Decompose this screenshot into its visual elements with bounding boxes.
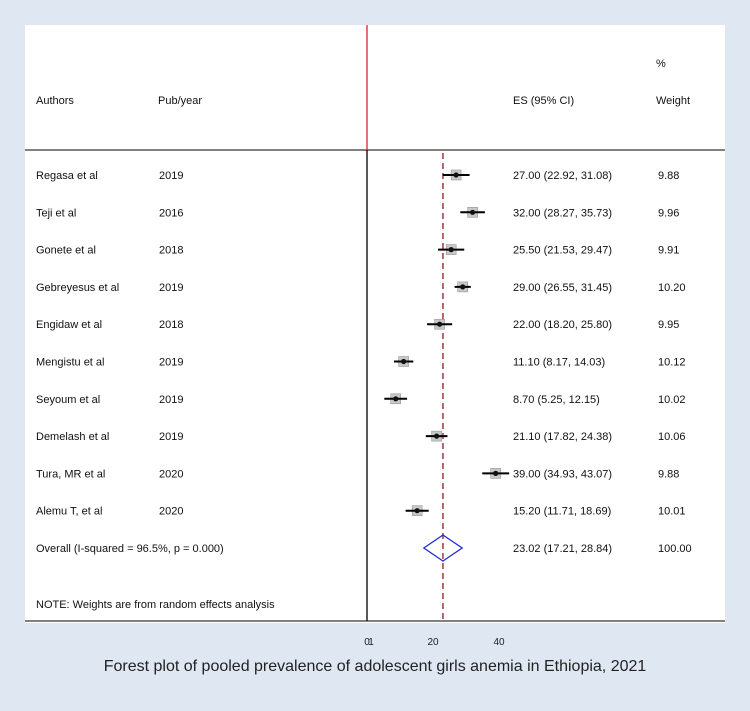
study-author: Teji et al — [36, 207, 76, 219]
header-weight-pct: % — [656, 58, 666, 70]
study-weight: 9.88 — [658, 468, 679, 480]
overall-label: Overall (I-squared = 96.5%, p = 0.000) — [36, 543, 224, 555]
study-point — [453, 172, 459, 178]
study-year: 2019 — [159, 357, 183, 369]
study-author: Tura, MR et al — [36, 468, 105, 480]
study-es-text: 22.00 (18.20, 25.80) — [513, 319, 612, 331]
study-weight: 9.88 — [658, 170, 679, 182]
study-es-text: 39.00 (34.93, 43.07) — [513, 468, 612, 480]
study-es-text: 25.50 (21.53, 29.47) — [513, 245, 612, 257]
study-weight: 10.12 — [658, 357, 686, 369]
x-tick-label: 20 — [427, 637, 439, 648]
study-year: 2019 — [159, 282, 183, 294]
header-year: Pub/year — [158, 95, 202, 107]
study-row: Mengistu et al 2019 11.10 (8.17, 14.03) 10.… — [36, 356, 686, 369]
overall-es-text: 23.02 (17.21, 28.84) — [513, 543, 612, 555]
study-row: Gebreyesus et al 2019 29.00 (26.55, 31.45)… — [36, 281, 686, 294]
study-row: Teji et al 2016 32.00 (28.27, 35.73) 9.96 — [36, 207, 679, 219]
study-point — [460, 284, 466, 290]
overall-diamond — [422, 534, 464, 562]
study-es-text: 15.20 (11.71, 18.69) — [513, 506, 611, 518]
plot-panel: Authors Pub/year ES (95% CI) % Weight Re… — [25, 25, 725, 648]
study-es-text: 8.70 (5.25, 12.15) — [513, 394, 600, 406]
study-row: Demelash et al 2019 21.10 (17.82, 24.38) 10… — [36, 430, 686, 443]
study-year: 2020 — [159, 506, 183, 518]
header-authors: Authors — [36, 95, 74, 107]
study-weight: 9.96 — [658, 207, 679, 219]
study-year: 2018 — [159, 245, 183, 257]
study-rows: Regasa et al 2019 27.00 (22.92, 31.08) 9.88… — [36, 169, 686, 518]
study-point — [434, 433, 440, 439]
study-year: 2018 — [159, 319, 183, 331]
header-es: ES (95% CI) — [513, 95, 574, 107]
study-year: 2020 — [159, 468, 183, 480]
study-weight: 10.06 — [658, 431, 686, 443]
study-point — [448, 247, 454, 253]
study-row: Gonete et al 2018 25.50 (21.53, 29.47) 9.91 — [36, 244, 679, 257]
study-year: 2016 — [159, 207, 183, 219]
study-point — [493, 470, 499, 476]
study-weight: 10.01 — [658, 506, 686, 518]
study-author: Gonete et al — [36, 245, 96, 257]
study-year: 2019 — [159, 431, 183, 443]
study-row: Tura, MR et al 2020 39.00 (34.93, 43.07) 9.… — [36, 468, 679, 480]
study-author: Seyoum et al — [36, 394, 100, 406]
study-point — [470, 209, 476, 215]
study-author: Mengistu et al — [36, 357, 104, 369]
x-tick-label: 40 — [493, 637, 505, 648]
study-row: Regasa et al 2019 27.00 (22.92, 31.08) 9.88 — [36, 169, 679, 182]
study-es-text: 32.00 (28.27, 35.73) — [513, 207, 612, 219]
forest-plot: Authors Pub/year ES (95% CI) % Weight Re… — [25, 25, 725, 622]
study-row: Alemu T, et al 2020 15.20 (11.71, 18.69) 10… — [36, 505, 686, 518]
study-author: Demelash et al — [36, 431, 109, 443]
study-point — [393, 396, 399, 402]
header-weight: Weight — [656, 95, 690, 107]
study-weight: 10.20 — [658, 282, 686, 294]
study-author: Engidaw et al — [36, 319, 102, 331]
study-point — [401, 358, 407, 365]
study-point — [414, 508, 420, 514]
study-es-text: 27.00 (22.92, 31.08) — [513, 170, 612, 182]
overall-row: Overall (I-squared = 96.5%, p = 0.000) 2… — [36, 534, 692, 562]
overall-weight: 100.00 — [658, 543, 692, 555]
study-year: 2019 — [159, 170, 183, 182]
footnote: NOTE: Weights are from random effects an… — [36, 599, 275, 611]
study-weight: 9.95 — [658, 319, 679, 331]
study-year: 2019 — [159, 394, 183, 406]
study-author: Gebreyesus et al — [36, 282, 119, 294]
study-author: Alemu T, et al — [36, 506, 102, 518]
study-es-text: 29.00 (26.55, 31.45) — [513, 282, 612, 294]
study-point — [437, 321, 443, 327]
study-author: Regasa et al — [36, 170, 98, 182]
study-es-text: 21.10 (17.82, 24.38) — [513, 431, 612, 443]
figure-caption: Forest plot of pooled prevalence of adol… — [103, 658, 647, 675]
study-weight: 9.91 — [658, 245, 679, 257]
x-tick-label: 0 — [364, 637, 370, 648]
x-tick-label: 1 — [368, 637, 374, 648]
study-weight: 10.02 — [658, 394, 686, 406]
study-es-text: 11.10 (8.17, 14.03) — [513, 357, 605, 369]
study-row: Engidaw et al 2018 22.00 (18.20, 25.80) 9.9… — [36, 318, 679, 331]
study-row: Seyoum et al 2019 8.70 (5.25, 12.15) 10.02 — [36, 393, 686, 406]
